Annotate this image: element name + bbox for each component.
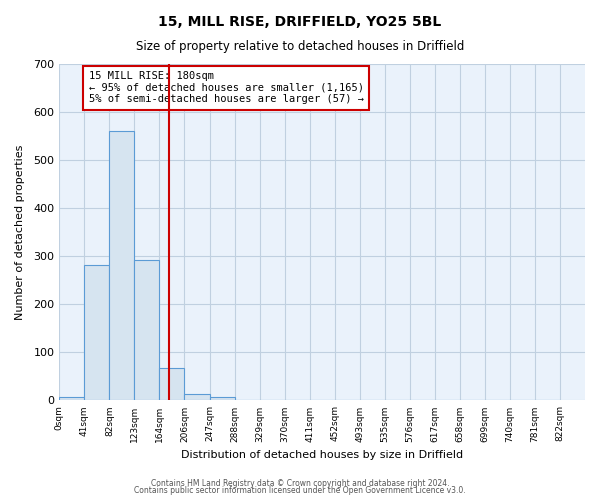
X-axis label: Distribution of detached houses by size in Driffield: Distribution of detached houses by size …: [181, 450, 463, 460]
Text: Size of property relative to detached houses in Driffield: Size of property relative to detached ho…: [136, 40, 464, 53]
Text: Contains HM Land Registry data © Crown copyright and database right 2024.: Contains HM Land Registry data © Crown c…: [151, 478, 449, 488]
Bar: [109, 132, 134, 400]
Bar: [59, 397, 85, 400]
Bar: [134, 260, 160, 400]
Bar: [85, 265, 109, 400]
Bar: [160, 368, 184, 400]
Text: 15, MILL RISE, DRIFFIELD, YO25 5BL: 15, MILL RISE, DRIFFIELD, YO25 5BL: [158, 15, 442, 29]
Text: Contains public sector information licensed under the Open Government Licence v3: Contains public sector information licen…: [134, 486, 466, 495]
Text: 15 MILL RISE: 180sqm
← 95% of detached houses are smaller (1,165)
5% of semi-det: 15 MILL RISE: 180sqm ← 95% of detached h…: [89, 71, 364, 104]
Bar: [209, 396, 235, 400]
Y-axis label: Number of detached properties: Number of detached properties: [15, 144, 25, 320]
Bar: [184, 394, 209, 400]
